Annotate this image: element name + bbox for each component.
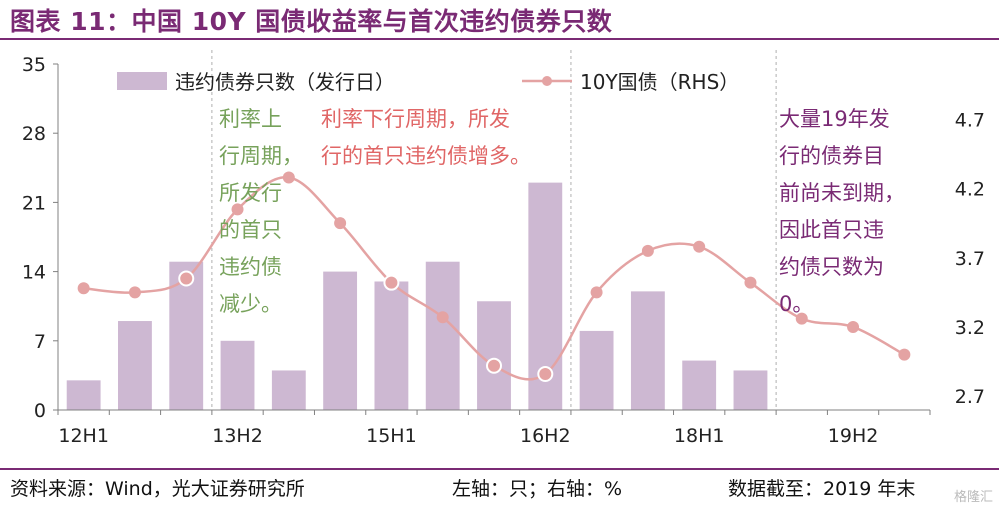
yield-point — [641, 244, 654, 257]
yield-point — [693, 240, 706, 253]
bar — [220, 340, 255, 410]
x-tick-label: 15H1 — [366, 425, 417, 447]
yield-point — [436, 311, 449, 324]
x-tick-label: 12H1 — [58, 425, 109, 447]
annotation-2019: 约债只数为 — [779, 255, 884, 279]
y-tick-label-left: 35 — [22, 54, 46, 76]
chart: 12H1 13H2 15H1 16H2 18H1 19H2 0 7 14 21 28 35 2.7 3.2… — [22, 50, 985, 447]
y-tick-label-right: 3.7 — [955, 248, 985, 270]
yield-point — [128, 286, 141, 299]
bar — [374, 281, 409, 410]
axes-note: 左轴：只；右轴：% — [452, 478, 623, 500]
title-rule — [0, 38, 999, 40]
annotation-rising-rates: 的首只 — [219, 218, 282, 242]
page-title: 图表 11：中国 10Y 国债收益率与首次违约债券只数 — [10, 7, 613, 36]
annotation-2019: 因此首只违 — [779, 218, 884, 242]
line-series — [77, 171, 911, 383]
yield-point — [334, 217, 347, 230]
yield-point — [383, 274, 400, 291]
legend-bar-label: 违约债券只数（发行日） — [175, 70, 395, 94]
annotation-2019: 行的债券目 — [779, 144, 884, 168]
yield-point — [486, 357, 502, 374]
legend-line-label: 10Y国债（RHS） — [580, 70, 739, 94]
bar-series — [66, 182, 768, 410]
y-tick-label-left: 21 — [22, 192, 46, 214]
y-tick-label-right: 3.2 — [955, 317, 985, 339]
x-tick-label: 19H2 — [828, 425, 879, 447]
annotation-2019: 0。 — [779, 292, 813, 316]
axes: 12H1 13H2 15H1 16H2 18H1 19H2 0 7 14 21 28 35 2.7 3.2… — [22, 54, 985, 447]
annotation-2019: 大量19年发 — [779, 107, 890, 131]
bar — [271, 370, 306, 410]
yield-point — [231, 203, 244, 216]
annotation-rising-rates: 所发行 — [219, 181, 282, 205]
legend-line-marker — [542, 76, 552, 86]
bar — [118, 321, 152, 410]
bar — [630, 291, 665, 410]
yield-point — [178, 270, 195, 287]
legend: 违约债券只数（发行日） 10Y国债（RHS） — [117, 70, 739, 94]
legend-bar-swatch — [117, 72, 167, 90]
bar — [579, 330, 614, 410]
yield-point — [77, 282, 90, 295]
yield-point — [847, 320, 860, 333]
annotation-rising-rates: 减少。 — [219, 292, 282, 316]
bar — [682, 360, 717, 410]
footer-rule — [0, 468, 999, 470]
bar — [66, 380, 101, 410]
yield-point — [282, 171, 295, 184]
x-tick-label: 13H2 — [212, 425, 263, 447]
annotation-falling-rates: 行的首只违约债增多。 — [321, 144, 531, 168]
y-tick-label-left: 28 — [22, 123, 46, 145]
source-note: 资料来源：Wind，光大证券研究所 — [10, 478, 305, 500]
x-tick-label: 16H2 — [520, 425, 571, 447]
yield-point — [795, 312, 808, 325]
annotation-2019: 前尚未到期， — [779, 181, 905, 205]
y-tick-label-left: 0 — [34, 400, 46, 422]
bar — [425, 261, 460, 410]
x-tick-label: 18H1 — [674, 425, 725, 447]
bar — [733, 370, 768, 410]
date-note: 数据截至：2019 年末 — [728, 478, 916, 500]
annotation-rising-rates: 行周期， — [219, 144, 303, 168]
y-tick-label-right: 2.7 — [955, 386, 985, 408]
annotation-rising-rates: 利率上 — [219, 107, 282, 131]
watermark: 格隆汇 — [953, 490, 993, 505]
y-tick-label-right: 4.2 — [955, 179, 985, 201]
y-tick-label-left: 14 — [22, 262, 46, 284]
yield-point — [898, 348, 911, 361]
yield-point — [590, 286, 603, 299]
chart-frame — [211, 50, 777, 410]
yield-point — [537, 366, 554, 383]
bar — [323, 271, 358, 410]
y-tick-label-right: 4.7 — [955, 109, 985, 131]
annotation-falling-rates: 利率下行周期，所发 — [321, 107, 510, 131]
annotation-rising-rates: 违约债 — [219, 255, 282, 279]
yield-point — [744, 276, 757, 289]
y-tick-label-left: 7 — [34, 331, 46, 353]
